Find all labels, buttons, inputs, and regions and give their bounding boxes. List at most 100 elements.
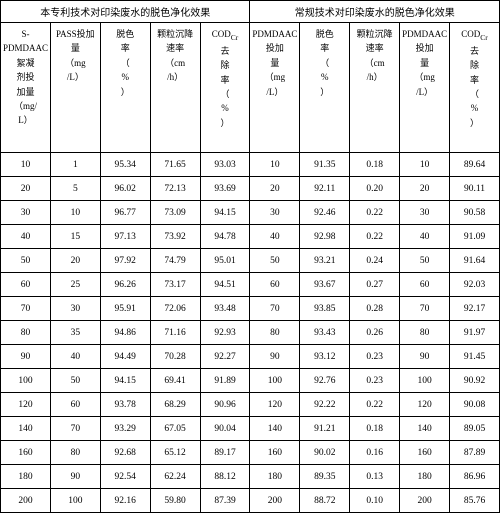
cell: 0.22 [350,225,400,249]
col-header-9: CODCr去除率（%） [450,23,500,153]
cell: 40 [1,225,51,249]
cell: 40 [400,225,450,249]
cell: 72.13 [150,177,200,201]
cell: 92.11 [300,177,350,201]
cell: 90 [250,345,300,369]
cell: 89.35 [300,465,350,489]
cell: 93.21 [300,249,350,273]
cell: 95.01 [200,249,250,273]
cell: 96.26 [100,273,150,297]
cell: 73.09 [150,201,200,225]
col-header-5: PDMDAAC投加量（mg/L） [250,23,300,153]
cell: 94.49 [100,345,150,369]
cell: 92.98 [300,225,350,249]
cell: 89.17 [200,441,250,465]
cell: 120 [400,393,450,417]
cell: 59.80 [150,489,200,513]
cell: 90.11 [450,177,500,201]
cell: 60 [1,273,51,297]
cell: 0.16 [350,441,400,465]
cell: 90 [1,345,51,369]
cell: 95.91 [100,297,150,321]
cell: 94.78 [200,225,250,249]
cell: 71.16 [150,321,200,345]
cell: 90.92 [450,369,500,393]
cell: 160 [1,441,51,465]
cell: 80 [1,321,51,345]
table-row: 301096.7773.0994.153092.460.223090.58 [1,201,500,225]
table-row: 803594.8671.1692.938093.430.268091.97 [1,321,500,345]
cell: 180 [400,465,450,489]
cell: 20 [1,177,51,201]
cell: 0.18 [350,417,400,441]
cell: 90.96 [200,393,250,417]
col-header-row: S-PDMDAAC絮凝剂投加量（mg/L）PASS投加量（mg/L）脱色率（%）… [1,23,500,153]
cell: 200 [400,489,450,513]
cell: 70.28 [150,345,200,369]
cell: 25 [50,273,100,297]
cell: 73.17 [150,273,200,297]
cell: 91.35 [300,153,350,177]
cell: 90.02 [300,441,350,465]
cell: 5 [50,177,100,201]
cell: 160 [400,441,450,465]
cell: 91.97 [450,321,500,345]
table-row: 401597.1373.9294.784092.980.224091.09 [1,225,500,249]
col-header-6: 脱色率（%） [300,23,350,153]
col-header-8: PDMDAAC投加量（mg/L） [400,23,450,153]
cell: 94.51 [200,273,250,297]
cell: 97.13 [100,225,150,249]
cell: 60 [250,273,300,297]
cell: 0.20 [350,177,400,201]
table-row: 602596.2673.1794.516093.670.276092.03 [1,273,500,297]
cell: 50 [250,249,300,273]
cell: 85.76 [450,489,500,513]
cell: 90.08 [450,393,500,417]
cell: 94.15 [100,369,150,393]
cell: 100 [250,369,300,393]
cell: 93.69 [200,177,250,201]
cell: 180 [250,465,300,489]
cell: 73.92 [150,225,200,249]
cell: 0.13 [350,465,400,489]
cell: 86.96 [450,465,500,489]
col-header-7: 颗粒沉降速率（cm/h） [350,23,400,153]
cell: 0.22 [350,393,400,417]
cell: 80 [400,321,450,345]
data-table: 本专利技术对印染废水的脱色净化效果 常规技术对印染废水的脱色净化效果 S-PDM… [0,0,500,513]
table-row: 1206093.7868.2990.9612092.220.2212090.08 [1,393,500,417]
cell: 50 [1,249,51,273]
cell: 93.67 [300,273,350,297]
table-body: 10195.3471.6593.031091.350.181089.642059… [1,153,500,513]
cell: 92.54 [100,465,150,489]
cell: 50 [50,369,100,393]
cell: 67.05 [150,417,200,441]
cell: 93.03 [200,153,250,177]
cell: 92.27 [200,345,250,369]
col-header-3: 颗粒沉降速率（cm/h） [150,23,200,153]
cell: 91.21 [300,417,350,441]
cell: 92.93 [200,321,250,345]
cell: 100 [50,489,100,513]
col-header-2: 脱色率（%） [100,23,150,153]
col-header-4: CODCr去除率（%） [200,23,250,153]
table-row: 1005094.1569.4191.8910092.760.2310090.92 [1,369,500,393]
cell: 90.58 [450,201,500,225]
cell: 140 [250,417,300,441]
cell: 68.29 [150,393,200,417]
cell: 92.68 [100,441,150,465]
cell: 70 [250,297,300,321]
cell: 94.15 [200,201,250,225]
cell: 70 [400,297,450,321]
cell: 100 [1,369,51,393]
cell: 95.34 [100,153,150,177]
table-row: 20596.0272.1393.692092.110.202090.11 [1,177,500,201]
cell: 89.05 [450,417,500,441]
table-row: 1407093.2967.0590.0414091.210.1814089.05 [1,417,500,441]
table-row: 20010092.1659.8087.3920088.720.1020085.7… [1,489,500,513]
table-row: 703095.9172.0693.487093.850.287092.17 [1,297,500,321]
cell: 0.24 [350,249,400,273]
cell: 93.78 [100,393,150,417]
cell: 92.76 [300,369,350,393]
cell: 92.16 [100,489,150,513]
